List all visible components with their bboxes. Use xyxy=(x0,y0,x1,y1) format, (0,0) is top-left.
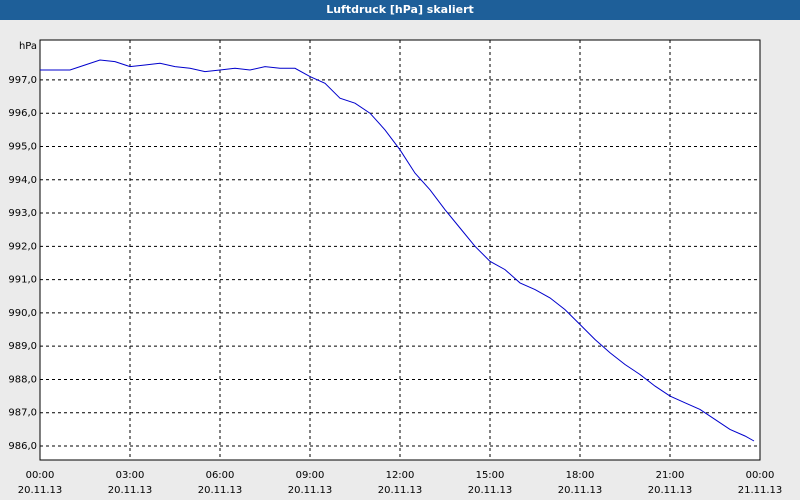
x-tick-label: 00:00 xyxy=(746,470,775,481)
x-tick-label: 18:00 xyxy=(566,470,595,481)
y-tick-label: 993,0 xyxy=(8,208,37,219)
y-tick-label: 988,0 xyxy=(8,374,37,385)
plot-border xyxy=(39,39,761,461)
data-line xyxy=(40,59,755,442)
y-tick-label: 996,0 xyxy=(8,108,37,119)
x-tick-date: 20.11.13 xyxy=(288,485,333,496)
x-tick-date: 20.11.13 xyxy=(378,485,423,496)
y-tick-label: 994,0 xyxy=(8,175,37,186)
x-tick-label: 00:00 xyxy=(26,470,55,481)
title-bar xyxy=(0,0,800,20)
x-tick-date: 20.11.13 xyxy=(108,485,153,496)
x-tick-label: 21:00 xyxy=(656,470,685,481)
x-tick-label: 06:00 xyxy=(206,470,235,481)
x-tick-date: 20.11.13 xyxy=(468,485,513,496)
y-tick-label: 995,0 xyxy=(8,141,37,152)
y-unit: hPa xyxy=(19,41,37,52)
x-tick-date: 20.11.13 xyxy=(558,485,603,496)
y-tick-label: 991,0 xyxy=(8,275,37,286)
y-tick-label: 987,0 xyxy=(8,408,37,419)
x-tick-date: 20.11.13 xyxy=(18,485,63,496)
y-tick-label: 989,0 xyxy=(8,341,37,352)
x-tick-label: 15:00 xyxy=(476,470,505,481)
y-tick-label: 992,0 xyxy=(8,241,37,252)
chart-title: Luftdruck [hPa] skaliert xyxy=(326,3,474,16)
x-tick-date: 20.11.13 xyxy=(198,485,243,496)
x-tick-label: 03:00 xyxy=(116,470,145,481)
x-tick-date: 21.11.13 xyxy=(738,485,783,496)
x-tick-label: 12:00 xyxy=(386,470,415,481)
y-tick-label: 990,0 xyxy=(8,308,37,319)
y-tick-label: 997,0 xyxy=(8,75,37,86)
x-tick-date: 20.11.13 xyxy=(648,485,693,496)
y-tick-label: 986,0 xyxy=(8,441,37,452)
x-tick-label: 09:00 xyxy=(296,470,325,481)
